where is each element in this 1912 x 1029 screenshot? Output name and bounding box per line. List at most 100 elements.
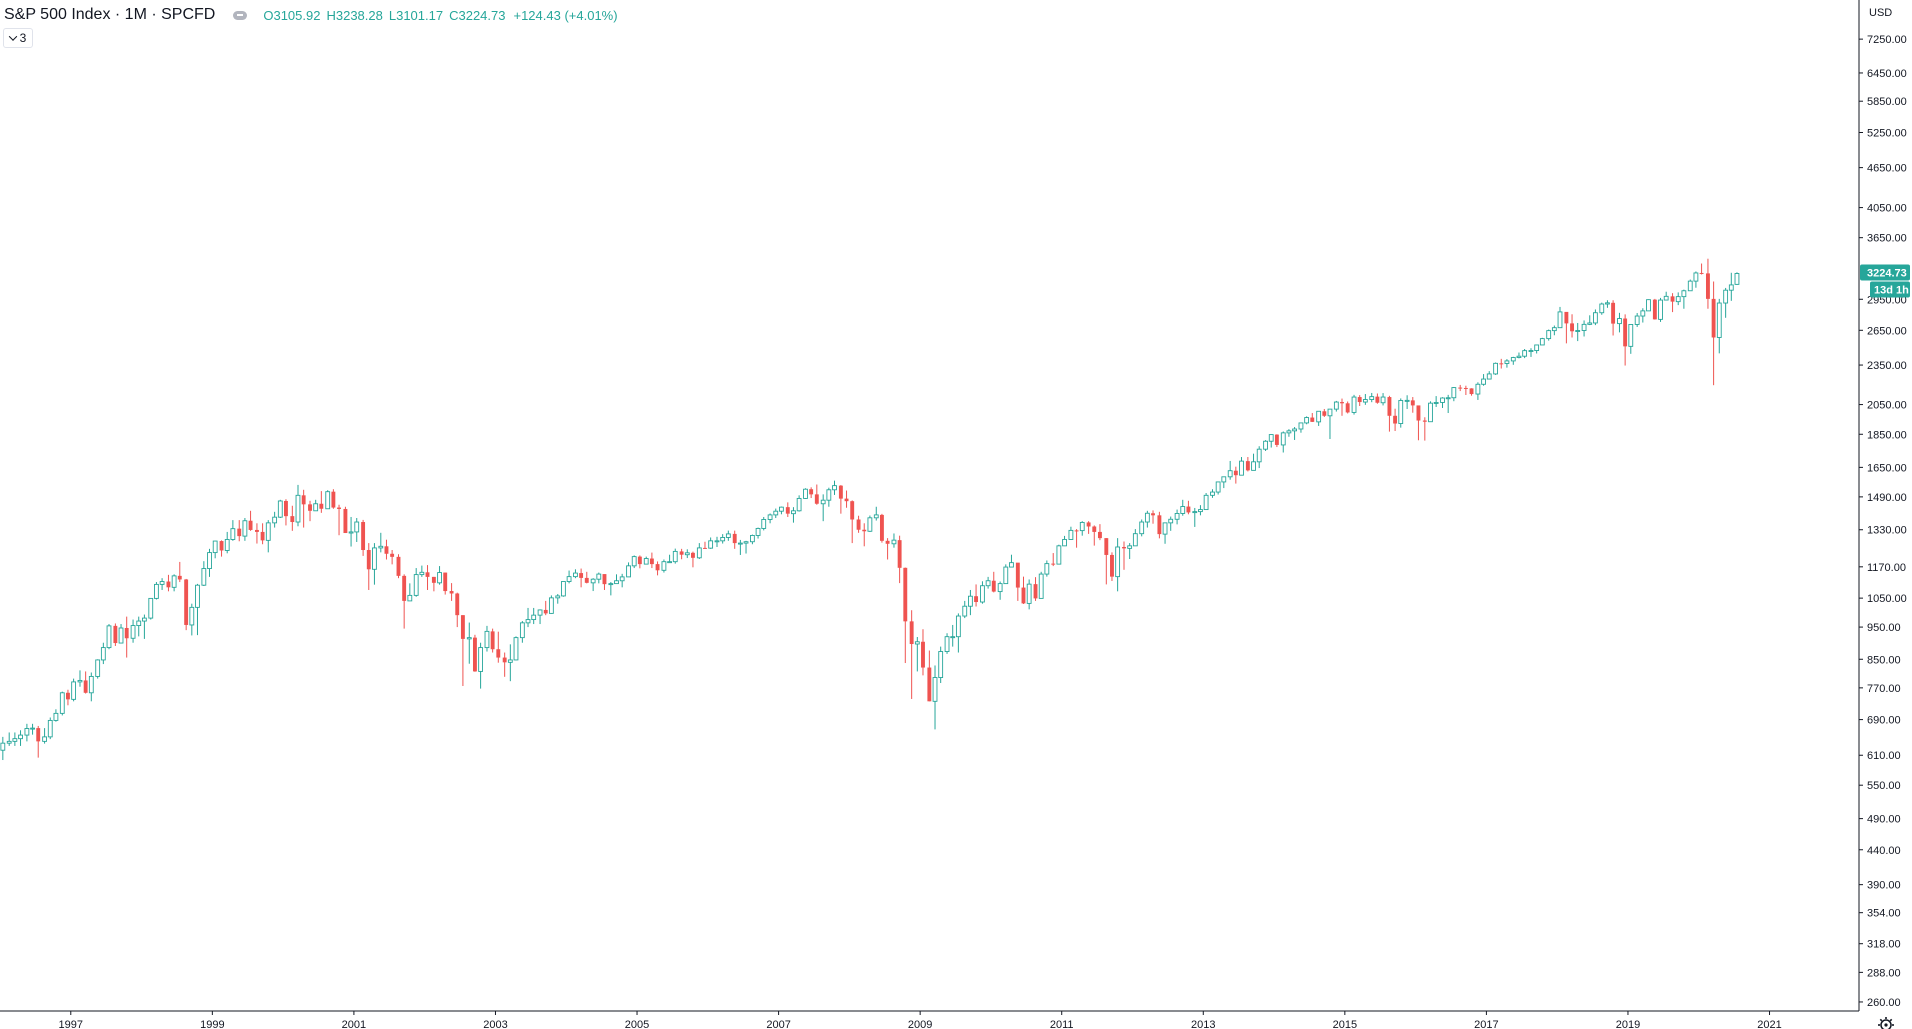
price-axis[interactable]: 260.00 288.00 318.00 354.00 390.00 440.00 490.… xyxy=(1858,0,1910,1011)
price-tick-label: 1330.00 xyxy=(1867,525,1907,537)
candle xyxy=(366,543,371,590)
candle-body xyxy=(785,507,790,514)
candle-body xyxy=(955,615,961,638)
candle-body xyxy=(6,740,12,744)
candle-body xyxy=(1557,311,1563,329)
candle xyxy=(1380,393,1386,406)
candle xyxy=(1357,395,1362,406)
candle-body xyxy=(295,494,301,523)
candle xyxy=(856,515,861,533)
candle xyxy=(897,535,902,584)
candle-body xyxy=(897,540,902,568)
high-value: H3238.28 xyxy=(326,8,382,23)
candle-body xyxy=(1575,330,1581,332)
candle-body xyxy=(1009,562,1014,568)
candle xyxy=(30,723,35,735)
candle xyxy=(313,499,319,512)
studies-toggle-button[interactable]: 3 xyxy=(3,28,33,48)
candle-body xyxy=(590,578,596,584)
candle-body xyxy=(921,641,925,668)
candle-body xyxy=(596,573,602,580)
candle xyxy=(1239,457,1244,476)
time-tick-label: 2013 xyxy=(1191,1019,1215,1029)
candle xyxy=(1192,507,1198,527)
candle-body xyxy=(832,485,837,491)
candle-body xyxy=(619,576,625,582)
symbol-title[interactable]: S&P 500 Index · 1M · SPCFD xyxy=(4,6,216,23)
candle xyxy=(1051,553,1056,567)
candle xyxy=(1670,293,1675,313)
candle-body xyxy=(1298,422,1304,430)
candle xyxy=(95,659,101,679)
candle xyxy=(1268,434,1274,448)
candle-body xyxy=(891,539,897,545)
candle xyxy=(265,520,271,553)
candle-body xyxy=(396,556,401,576)
low-number: 3101.17 xyxy=(396,7,444,23)
candle-body xyxy=(124,627,129,639)
time-axis[interactable]: 1997 1999 2001 2003 2005 2007 2009 2011 2013 2015… xyxy=(0,1010,1859,1029)
candle xyxy=(927,650,932,702)
candle-body xyxy=(1304,417,1310,424)
candle xyxy=(100,642,106,665)
candle-body xyxy=(903,567,908,622)
candle-body xyxy=(77,679,83,683)
candle xyxy=(1286,429,1292,437)
candle xyxy=(159,578,165,590)
candle-body xyxy=(472,637,477,672)
candle xyxy=(573,569,578,579)
candle-body xyxy=(725,533,731,538)
candle xyxy=(496,631,501,663)
candle-body xyxy=(602,574,607,585)
candle-body xyxy=(1051,563,1056,565)
candle-body xyxy=(201,568,207,586)
candle xyxy=(171,574,177,592)
candle-body xyxy=(1451,387,1457,399)
candle-body xyxy=(537,609,543,616)
candle-body xyxy=(879,514,884,541)
candle-body xyxy=(803,488,808,499)
candle xyxy=(1233,466,1238,484)
last-price-badge: 3224.73 xyxy=(1860,264,1910,281)
candle-body xyxy=(814,494,819,504)
candle xyxy=(425,565,430,590)
candle xyxy=(980,581,985,604)
candle-body xyxy=(867,517,873,532)
time-tick-label: 2019 xyxy=(1616,1019,1640,1029)
candle-body xyxy=(573,572,578,578)
candle xyxy=(396,554,401,579)
candle xyxy=(873,506,879,521)
candle xyxy=(1658,297,1663,322)
gear-icon[interactable] xyxy=(1878,1017,1894,1029)
candle-body xyxy=(850,501,855,520)
candle-body xyxy=(873,514,879,519)
candle xyxy=(141,614,147,639)
candle xyxy=(519,621,525,643)
candle xyxy=(684,549,690,559)
candle-body xyxy=(684,552,690,556)
candle-body xyxy=(614,580,619,585)
price-tick-label: 950.00 xyxy=(1867,622,1901,634)
candle-body xyxy=(809,489,814,495)
candle-body xyxy=(1617,318,1622,325)
candle xyxy=(779,506,784,515)
candle xyxy=(1375,393,1380,404)
candle xyxy=(1327,408,1333,439)
candle-body xyxy=(1056,545,1062,565)
symbol-legend[interactable]: S&P 500 Index · 1M · SPCFD O3105.92 H323… xyxy=(4,5,618,25)
time-tick-label: 2003 xyxy=(483,1019,507,1029)
candle xyxy=(1092,525,1097,546)
candle-body xyxy=(1221,476,1227,483)
candle-body xyxy=(290,516,295,523)
candle xyxy=(1728,272,1734,301)
candle xyxy=(437,566,442,585)
candle-body xyxy=(1186,506,1191,513)
hide-series-icon[interactable] xyxy=(233,10,248,20)
candle xyxy=(502,652,507,677)
candle-body xyxy=(980,585,985,603)
candle xyxy=(991,571,996,593)
candle xyxy=(1440,397,1445,408)
candle-body xyxy=(1062,539,1067,547)
